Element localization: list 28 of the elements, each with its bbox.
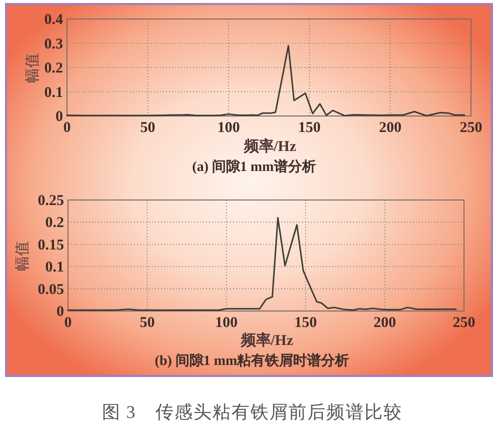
x-tick-label: 100 (217, 120, 240, 136)
x-tick-label: 250 (452, 315, 476, 331)
x-tick-label: 250 (460, 120, 482, 136)
y-tick-label: 0.4 (44, 12, 64, 28)
y-tick-label: 0.15 (38, 237, 64, 254)
x-axis-title: 频率/Hz (242, 137, 297, 155)
x-tick-label: 50 (140, 120, 156, 136)
x-axis-title: 频率/Hz (240, 331, 294, 349)
y-tick-label: 0 (56, 109, 63, 125)
y-tick-label: 0.25 (38, 193, 64, 209)
y-tick-label: 0 (56, 304, 64, 320)
y-tick-label: 0.05 (38, 282, 64, 298)
text: (a) 间隙1 mm谱分析 (192, 158, 316, 175)
x-tick-label: 200 (378, 120, 402, 136)
y-tick-label: 0.2 (44, 60, 63, 76)
x-tick-label: 150 (294, 315, 317, 331)
y-tick-label: 0.2 (45, 215, 64, 232)
x-tick-label: 50 (140, 315, 155, 331)
y-axis-title: 幅值 (14, 241, 31, 271)
text: (b) 间隙1 mm粘有铁屑时谱分析 (154, 352, 350, 369)
y-tick-label: 0.3 (44, 36, 63, 52)
caption: 图 3 传感头粘有铁屑前后频谱比较 (102, 402, 402, 422)
y-tick-label: 0.1 (45, 260, 64, 276)
y-tick-label: 0.1 (44, 84, 63, 101)
x-tick-label: 100 (215, 315, 238, 331)
y-axis-title: 幅值 (24, 53, 41, 83)
x-tick-label: 200 (374, 315, 396, 331)
x-tick-label: 150 (298, 120, 321, 136)
